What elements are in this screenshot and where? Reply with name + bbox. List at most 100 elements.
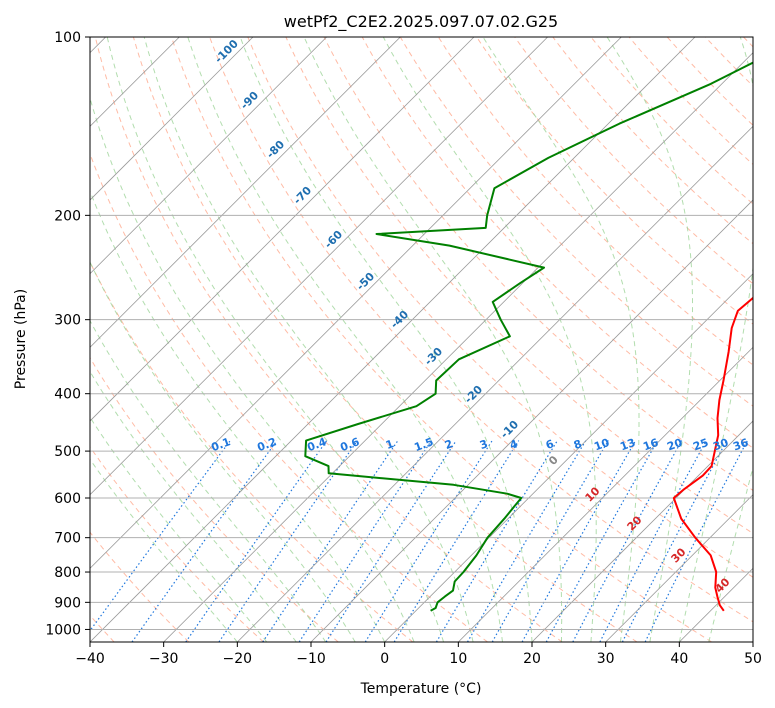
mixing-ratio-line	[545, 440, 659, 642]
x-tick-label: −20	[223, 651, 253, 667]
mixing-ratio-line	[599, 440, 707, 642]
x-tick-label: 30	[597, 651, 615, 667]
dry-adiabat-label: -20	[462, 383, 485, 406]
mixing-ratio-label: 10	[592, 436, 611, 454]
moist-adiabat-line	[382, 37, 597, 642]
moist-adiabat-line	[90, 416, 268, 642]
dry-adiabat-label: 20	[625, 513, 645, 533]
dry-adiabat-label: -60	[322, 228, 345, 251]
mixing-ratio-line	[435, 440, 558, 642]
isotherm-line	[384, 273, 753, 642]
mixing-ratio-line	[90, 440, 231, 632]
isotherm-line	[90, 37, 401, 348]
series-layer	[304, 61, 753, 612]
mixing-ratio-line	[491, 440, 609, 642]
isotherm-line	[90, 37, 696, 642]
dry-adiabat-line	[628, 37, 753, 166]
mixing-ratio-line	[644, 440, 748, 642]
isotherm-line	[310, 199, 753, 642]
dry-adiabat-label: -40	[388, 308, 411, 331]
moist-adiabat-line	[482, 37, 640, 642]
mixing-ratio-label: 0.1	[209, 435, 232, 454]
mixing-ratio-label: 25	[691, 436, 710, 453]
mixing-ratio-label: 20	[665, 436, 684, 454]
x-tick-label: 50	[744, 651, 762, 667]
dry-adiabat-line	[90, 356, 339, 642]
moist-adiabat-line	[143, 37, 474, 642]
mixing-ratio-label: 8	[572, 437, 584, 452]
dry-adiabat-line	[514, 37, 753, 285]
mixing-ratio-line	[218, 440, 358, 642]
isotherm-line	[531, 420, 753, 642]
dry-adiabat-label: 0	[546, 453, 561, 468]
mixing-ratio-line	[466, 440, 587, 642]
background-lines	[90, 37, 753, 642]
isotherm-line	[90, 37, 622, 569]
x-tick-label: −30	[149, 651, 179, 667]
dry-adiabat-line	[323, 37, 753, 491]
dry-adiabat-line	[90, 260, 414, 642]
isotherm-line	[90, 37, 327, 275]
dry-adiabat-label: -100	[212, 37, 241, 66]
mixing-ratio-line	[298, 440, 432, 642]
dry-adiabat-line	[552, 37, 753, 245]
mixing-ratio-label: 13	[618, 436, 637, 453]
dewpoint-profile-line	[304, 61, 753, 612]
x-tick-label: −40	[75, 651, 105, 667]
x-tick-label: 20	[523, 651, 541, 667]
y-tick-label: 500	[54, 444, 81, 460]
mixing-ratio-label: 2	[443, 437, 455, 452]
y-tick-label: 100	[54, 30, 81, 46]
dry-adiabat-label: -80	[264, 138, 287, 161]
dry-adiabat-line	[361, 37, 753, 449]
x-tick-label: −10	[296, 651, 326, 667]
isotherm-line	[679, 567, 753, 642]
moist-adiabat-line	[303, 37, 563, 642]
x-axis-label: Temperature (°C)	[360, 681, 482, 697]
isotherm-line	[90, 37, 548, 496]
temperature-profile-line	[672, 296, 753, 612]
y-tick-label: 600	[54, 491, 81, 507]
dry-adiabat-line	[285, 37, 753, 535]
mixing-ratio-label: 3	[478, 437, 490, 452]
axes: −40 −30 −20 −10 0 10 20 30 40 5010020030040050060…	[45, 30, 762, 667]
mixing-ratio-label: 1.5	[412, 435, 435, 454]
mixing-ratio-line	[262, 440, 399, 642]
moist-adiabat-line	[606, 37, 693, 642]
mixing-ratio-line	[393, 440, 520, 642]
mixing-ratio-line	[185, 440, 328, 642]
isotherm-line	[90, 37, 254, 201]
moist-adiabat-line	[106, 37, 445, 642]
mixing-ratio-line	[325, 440, 457, 642]
mixing-ratio-label: 6	[544, 437, 556, 452]
y-tick-label: 700	[54, 531, 81, 547]
chart-title: wetPf2_C2E2.2025.097.07.02.G25	[284, 12, 558, 32]
dry-adiabat-line	[666, 37, 753, 126]
moist-adiabat-line	[90, 319, 327, 642]
isotherm-line	[458, 346, 753, 642]
isotherm-line	[605, 494, 753, 642]
isotherm-line	[163, 52, 753, 642]
y-tick-label: 300	[54, 313, 81, 329]
y-tick-label: 1000	[45, 622, 81, 638]
mixing-ratio-label: 0.2	[255, 435, 278, 454]
y-tick-label: 400	[54, 387, 81, 403]
moist-adiabat-line	[90, 189, 386, 642]
mixing-ratio-line	[521, 440, 637, 642]
x-tick-label: 40	[670, 651, 688, 667]
dry-adiabat-label: -10	[498, 418, 521, 441]
dry-adiabat-line	[170, 37, 712, 642]
dry-adiabat-label: -90	[238, 89, 261, 112]
x-tick-label: 10	[449, 651, 467, 667]
mixing-ratio-line	[572, 440, 683, 642]
dry-adiabat-label: -50	[354, 270, 377, 293]
mixing-ratio-label: 0.4	[305, 435, 328, 454]
isotherm-line	[237, 125, 753, 642]
dry-adiabat-label: -30	[422, 345, 445, 368]
x-tick-label: 0	[380, 651, 389, 667]
isotherm-line	[752, 641, 753, 642]
grid-lines	[90, 37, 753, 642]
mixing-ratio-line	[364, 440, 493, 642]
moist-adiabat-line	[90, 458, 238, 642]
